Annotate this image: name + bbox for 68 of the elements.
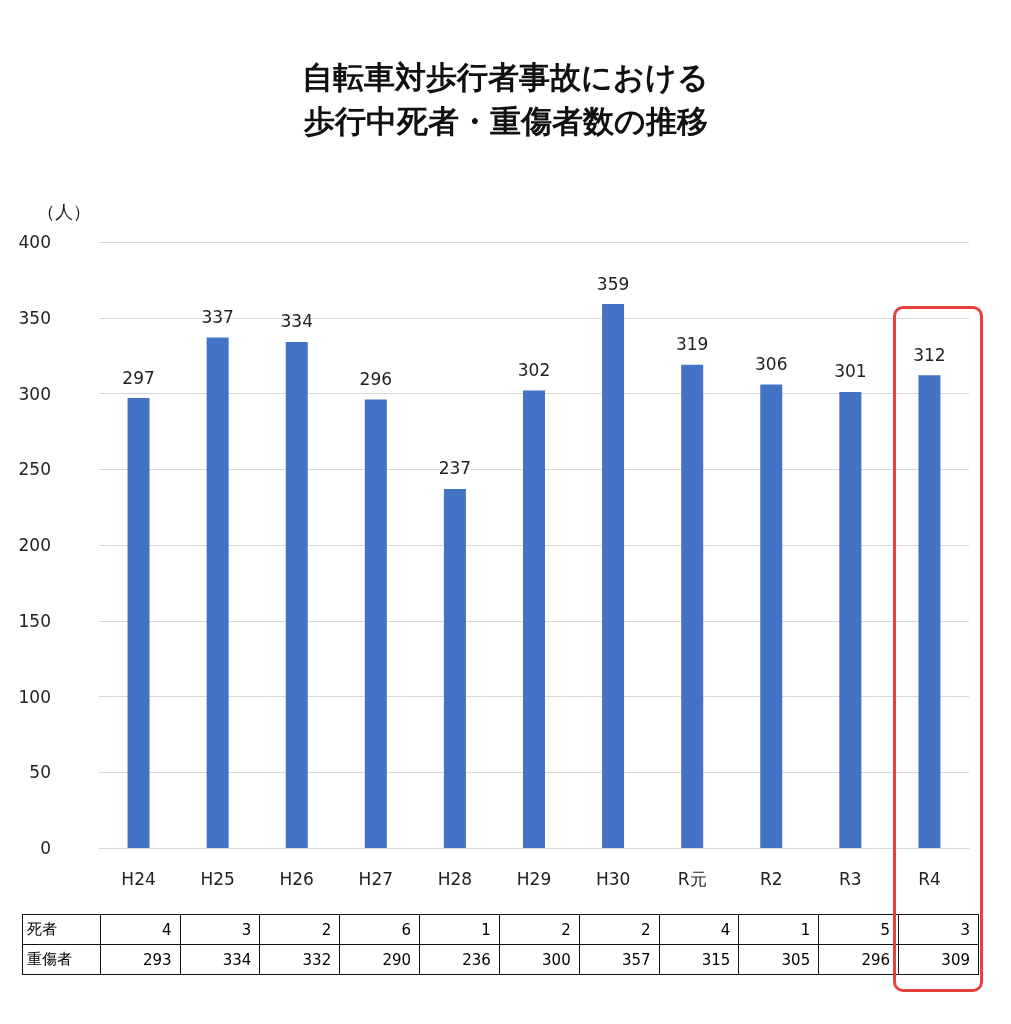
data-label: 312 bbox=[913, 344, 946, 365]
data-label: 309 bbox=[898, 944, 979, 975]
y-tick-label: 0 bbox=[40, 838, 51, 858]
data-label: 296 bbox=[818, 944, 899, 975]
x-tick-label: H27 bbox=[358, 868, 394, 889]
data-label: 300 bbox=[499, 944, 580, 975]
data-label: 4 bbox=[659, 914, 739, 945]
data-label: 302 bbox=[517, 359, 551, 380]
bar bbox=[918, 375, 941, 848]
data-label: 1 bbox=[738, 914, 819, 945]
x-tick-label: R3 bbox=[839, 868, 862, 889]
bar bbox=[681, 364, 704, 848]
data-label: 2 bbox=[259, 914, 340, 945]
data-label: 4 bbox=[100, 914, 181, 945]
data-label: 1 bbox=[419, 914, 500, 945]
y-tick-label: 150 bbox=[18, 610, 51, 631]
bar bbox=[839, 391, 862, 848]
x-tick-label: H24 bbox=[121, 868, 156, 889]
y-tick-label: 重傷者 bbox=[22, 944, 101, 975]
data-label: 315 bbox=[659, 944, 739, 975]
bar bbox=[760, 384, 783, 848]
y-tick-label: 100 bbox=[18, 686, 51, 707]
bar bbox=[602, 304, 625, 848]
bar bbox=[443, 488, 466, 848]
data-label: 359 bbox=[596, 273, 630, 294]
x-tick-label: H30 bbox=[595, 868, 631, 889]
data-label: 5 bbox=[818, 914, 899, 945]
y-tick-label: 50 bbox=[29, 762, 51, 783]
data-label: 296 bbox=[359, 369, 393, 390]
data-label: 236 bbox=[419, 944, 500, 975]
y-axis-title: （人） bbox=[37, 200, 91, 222]
bar bbox=[523, 390, 545, 848]
bar bbox=[364, 399, 387, 848]
x-tick-label: H26 bbox=[279, 868, 314, 889]
data-label: 319 bbox=[675, 334, 709, 355]
y-tick-label: 死者 bbox=[22, 914, 101, 945]
data-label: 293 bbox=[100, 944, 181, 975]
data-label: 334 bbox=[180, 944, 260, 975]
data-label: 2 bbox=[579, 914, 660, 945]
data-label: 306 bbox=[755, 353, 788, 374]
data-label: 297 bbox=[122, 367, 155, 388]
bar bbox=[285, 341, 308, 848]
x-tick-label: R元 bbox=[677, 868, 707, 889]
data-label: 6 bbox=[339, 914, 420, 945]
data-label: 332 bbox=[259, 944, 340, 975]
data-label: 357 bbox=[579, 944, 660, 975]
x-tick-label: H29 bbox=[516, 868, 552, 889]
data-label: 305 bbox=[738, 944, 819, 975]
x-tick-label: H28 bbox=[437, 868, 473, 889]
data-label: 290 bbox=[339, 944, 420, 975]
data-label: 2 bbox=[499, 914, 580, 945]
x-tick-label: H25 bbox=[200, 868, 235, 889]
x-tick-label: R2 bbox=[759, 868, 783, 889]
data-label: 3 bbox=[898, 914, 979, 945]
y-tick-label: 250 bbox=[18, 459, 51, 480]
x-tick-label: R4 bbox=[918, 868, 941, 889]
chart-title: 自転車対歩行者事故における歩行中死者・重傷者数の推移 bbox=[302, 59, 709, 139]
data-label: 3 bbox=[180, 914, 260, 945]
data-label: 334 bbox=[280, 311, 313, 332]
y-tick-label: 350 bbox=[18, 307, 51, 328]
y-tick-label: 200 bbox=[18, 535, 51, 555]
data-label: 237 bbox=[438, 458, 472, 479]
y-tick-label: 300 bbox=[18, 383, 51, 404]
y-tick-label: 400 bbox=[18, 232, 51, 252]
bar bbox=[206, 337, 229, 848]
bar bbox=[127, 398, 150, 848]
data-label: 301 bbox=[834, 361, 867, 382]
data-label: 337 bbox=[201, 306, 234, 327]
